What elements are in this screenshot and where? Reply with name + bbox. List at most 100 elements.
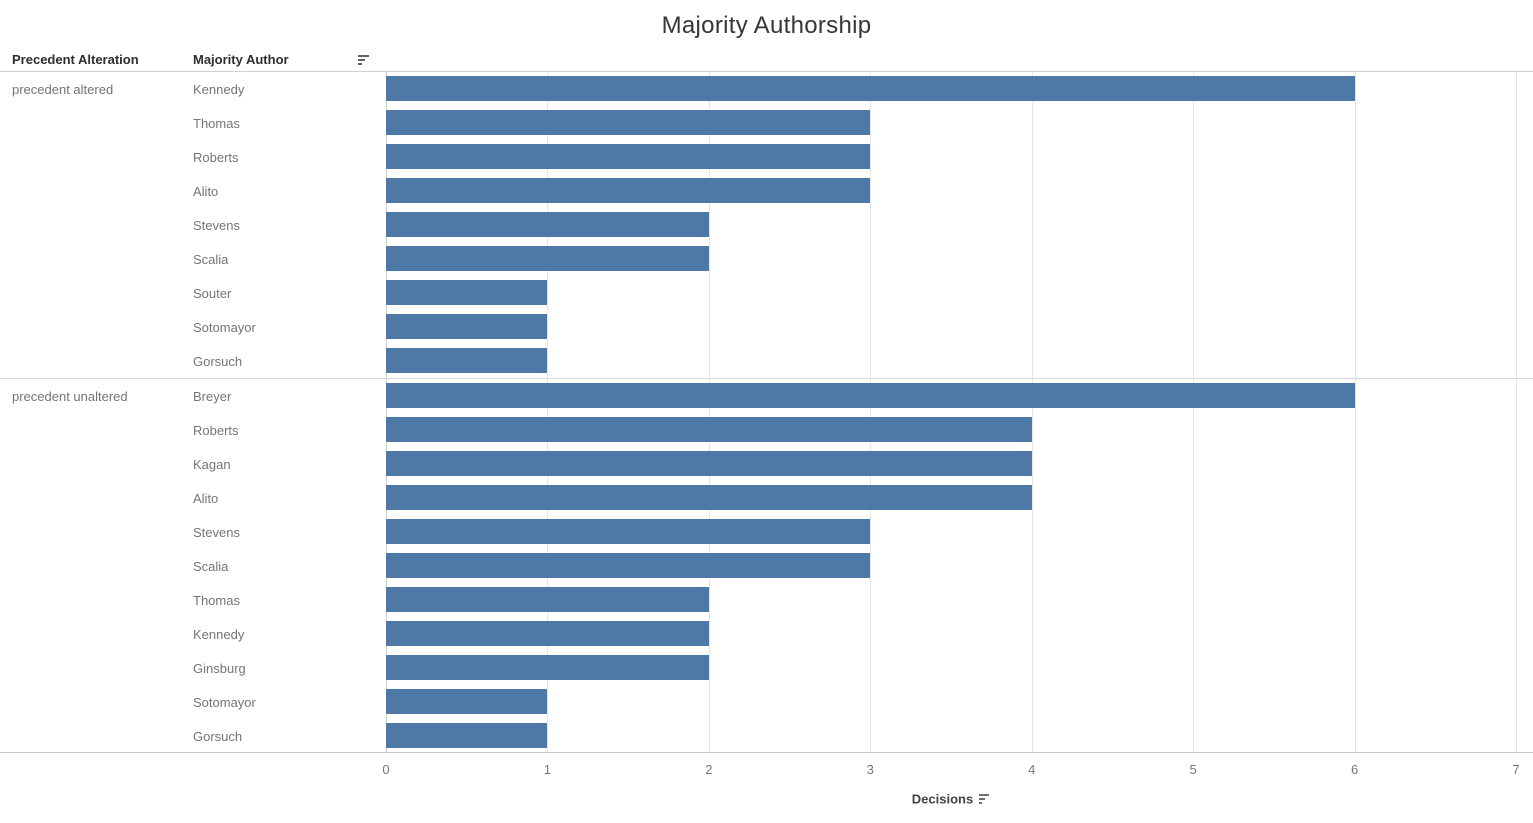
bar[interactable] — [386, 76, 1355, 101]
author-label[interactable]: Scalia — [193, 251, 229, 267]
sort-descending-icon[interactable] — [979, 793, 990, 804]
plot-area — [386, 515, 1516, 549]
precedent-group-label[interactable] — [0, 617, 190, 651]
bar[interactable] — [386, 417, 1032, 442]
author-label[interactable]: Thomas — [193, 115, 240, 131]
bar-cell — [386, 242, 1533, 276]
author-label[interactable]: Scalia — [193, 558, 229, 574]
table-row: Roberts — [0, 413, 1533, 447]
bar[interactable] — [386, 553, 871, 578]
plot-area — [386, 583, 1516, 617]
bar[interactable] — [386, 348, 548, 373]
precedent-group-label[interactable] — [0, 481, 190, 515]
bar[interactable] — [386, 178, 871, 203]
precedent-alteration-column-header[interactable]: Precedent Alteration — [12, 52, 139, 67]
plot-area — [386, 276, 1516, 310]
author-label[interactable]: Stevens — [193, 524, 240, 540]
author-label[interactable]: Souter — [193, 285, 232, 301]
bar[interactable] — [386, 144, 871, 169]
table-row: Alito — [0, 481, 1533, 515]
bar-cell — [386, 174, 1533, 208]
author-label[interactable]: Alito — [193, 490, 219, 506]
author-label[interactable]: Gorsuch — [193, 728, 243, 744]
author-label[interactable]: Thomas — [193, 592, 240, 608]
table-row: Scalia — [0, 242, 1533, 276]
plot-area — [386, 242, 1516, 276]
bar[interactable] — [386, 689, 548, 714]
x-tick-label: 5 — [1189, 762, 1197, 777]
author-label[interactable]: Sotomayor — [193, 319, 256, 335]
author-label[interactable]: Ginsburg — [193, 660, 246, 676]
precedent-group-label[interactable] — [0, 106, 190, 140]
group-precedent-altered: precedent altered Kennedy Thomas Roberts… — [0, 72, 1533, 379]
bar-cell — [386, 617, 1533, 651]
bar-cell — [386, 276, 1533, 310]
precedent-group-label[interactable] — [0, 413, 190, 447]
plot-area — [386, 310, 1516, 344]
plot-area — [386, 719, 1516, 753]
author-label[interactable]: Kennedy — [193, 626, 245, 642]
author-label[interactable]: Roberts — [193, 149, 239, 165]
bar[interactable] — [386, 451, 1032, 476]
author-label[interactable]: Gorsuch — [193, 353, 243, 369]
bar[interactable] — [386, 110, 871, 135]
bar-cell — [386, 106, 1533, 140]
author-label[interactable]: Stevens — [193, 217, 240, 233]
precedent-group-label[interactable] — [0, 174, 190, 208]
x-tick-label: 2 — [705, 762, 713, 777]
bar[interactable] — [386, 655, 709, 680]
bar[interactable] — [386, 723, 548, 748]
precedent-group-label[interactable] — [0, 515, 190, 549]
author-label[interactable]: Alito — [193, 183, 219, 199]
bar-cell — [386, 310, 1533, 344]
plot-area — [386, 344, 1516, 378]
table-row: Thomas — [0, 106, 1533, 140]
gridline — [708, 72, 710, 752]
bar[interactable] — [386, 519, 871, 544]
sort-descending-icon[interactable] — [358, 55, 369, 65]
precedent-group-label[interactable] — [0, 276, 190, 310]
table-row: precedent unaltered Breyer — [0, 379, 1533, 413]
precedent-group-label[interactable] — [0, 651, 190, 685]
x-axis-label[interactable]: Decisions — [911, 791, 974, 807]
bar-cell — [386, 72, 1533, 106]
plot-area — [386, 447, 1516, 481]
bar[interactable] — [386, 587, 709, 612]
precedent-group-label[interactable] — [0, 583, 190, 617]
author-label[interactable]: Kennedy — [193, 81, 245, 97]
majority-author-column-header[interactable]: Majority Author — [193, 52, 289, 67]
plot-area — [386, 617, 1516, 651]
bar[interactable] — [386, 246, 709, 271]
x-tick-label: 4 — [1028, 762, 1036, 777]
precedent-group-label[interactable] — [0, 208, 190, 242]
bar[interactable] — [386, 621, 709, 646]
bar[interactable] — [386, 280, 548, 305]
precedent-group-label[interactable]: precedent altered — [12, 81, 114, 97]
bar-cell — [386, 685, 1533, 719]
group-precedent-unaltered: precedent unaltered Breyer Roberts Kagan… — [0, 379, 1533, 753]
precedent-group-label[interactable] — [0, 549, 190, 583]
precedent-group-label[interactable] — [0, 719, 190, 753]
author-label[interactable]: Roberts — [193, 422, 239, 438]
precedent-group-label[interactable] — [0, 310, 190, 344]
bar[interactable] — [386, 314, 548, 339]
table-row: Thomas — [0, 583, 1533, 617]
table-row: Kagan — [0, 447, 1533, 481]
x-tick-label: 7 — [1512, 762, 1520, 777]
bar[interactable] — [386, 212, 709, 237]
plot-area — [386, 208, 1516, 242]
gridline — [1031, 72, 1033, 752]
author-label[interactable]: Breyer — [193, 388, 232, 404]
precedent-group-label[interactable] — [0, 447, 190, 481]
author-label[interactable]: Sotomayor — [193, 694, 256, 710]
precedent-group-label[interactable] — [0, 685, 190, 719]
bar[interactable] — [386, 383, 1355, 408]
precedent-group-label[interactable] — [0, 140, 190, 174]
bar[interactable] — [386, 485, 1032, 510]
author-label[interactable]: Kagan — [193, 456, 231, 472]
precedent-group-label[interactable] — [0, 344, 190, 378]
precedent-group-label[interactable]: precedent unaltered — [12, 388, 128, 404]
plot-area — [386, 481, 1516, 515]
precedent-group-label[interactable] — [0, 242, 190, 276]
